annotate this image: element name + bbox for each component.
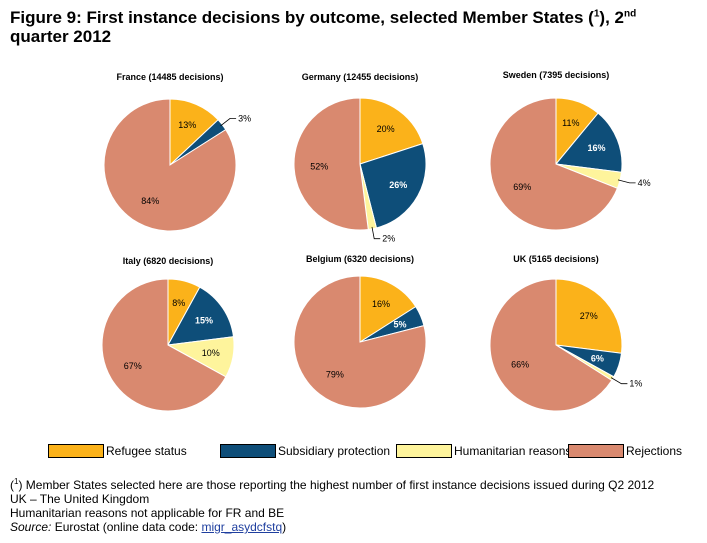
footnote-1-text: Member States selected here are those re… <box>22 478 655 492</box>
slice-rejections <box>101 278 227 412</box>
slice-label-rejections: 52% <box>310 162 328 172</box>
slice-label-rejections: 79% <box>326 369 344 379</box>
title-line2: quarter 2012 <box>10 27 112 46</box>
slice-refugee-status <box>555 278 623 354</box>
slice-label-refugee-status: 8% <box>172 298 185 308</box>
slice-rejections <box>293 97 369 231</box>
slice-refugee-status <box>359 97 424 165</box>
slice-label-rejections: 67% <box>124 361 142 371</box>
leader-line-subsidiary-protection <box>220 118 237 127</box>
slice-refugee-status <box>359 275 417 343</box>
footnote-1: (1) Member States selected here are thos… <box>10 477 655 492</box>
legend-swatch-refugee-status <box>48 444 104 458</box>
slice-label-subsidiary-protection: 5% <box>393 320 406 330</box>
slice-rejections <box>489 97 619 231</box>
leader-line-humanitarian-reasons <box>617 179 636 184</box>
legend-label-subsidiary-protection: Subsidiary protection <box>278 444 391 458</box>
slice-label-refugee-status: 13% <box>178 120 196 130</box>
slice-label-refugee-status: 16% <box>372 299 390 309</box>
title-text-mid: ), 2 <box>599 8 624 27</box>
title-text: Figure 9: First instance decisions by ou… <box>10 8 594 27</box>
footnote-humanitarian: Humanitarian reasons not applicable for … <box>10 506 285 520</box>
slice-subsidiary-protection <box>167 286 235 346</box>
slice-label-subsidiary-protection: 16% <box>587 143 605 153</box>
slice-rejections <box>293 275 427 409</box>
slice-label-refugee-status: 11% <box>562 118 579 128</box>
source-line: Source: Eurostat (online data code: migr… <box>10 520 654 534</box>
slice-label-humanitarian-reasons: 2% <box>382 234 395 244</box>
slice-subsidiary-protection <box>555 112 623 173</box>
source-end: ) <box>282 520 287 534</box>
title-footnote-mark: 1 <box>593 8 600 20</box>
slice-label-subsidiary-protection: 15% <box>195 316 213 326</box>
legend-label-humanitarian-reasons: Humanitarian reasons <box>454 444 572 458</box>
pie-italy: Italy (6820 decisions) 8% 15% 10% 67% <box>101 256 235 412</box>
pie-belgium: Belgium (6320 decisions) 16% 5% 79% <box>293 254 427 409</box>
leader-line-humanitarian-reasons <box>610 377 628 385</box>
pie-title: Sweden (7395 decisions) <box>503 70 610 80</box>
slice-label-subsidiary-protection: 3% <box>238 113 251 123</box>
slice-label-humanitarian-reasons: 1% <box>629 379 642 389</box>
legend-label-rejections: Rejections <box>626 444 683 458</box>
pie-title: UK (5165 decisions) <box>513 254 599 264</box>
slice-subsidiary-protection <box>359 142 427 229</box>
pie-title: Italy (6820 decisions) <box>123 256 214 266</box>
legend-swatch-subsidiary-protection <box>220 444 276 458</box>
source-label: Source: <box>10 520 52 534</box>
slice-rejections <box>489 278 613 412</box>
pie-uk: UK (5165 decisions) 27% 6% 1% 66% <box>489 254 642 412</box>
pie-title: Germany (12455 decisions) <box>302 72 419 82</box>
pie-sweden: Sweden (7395 decisions) 11% 16% 4% 69% <box>489 70 651 231</box>
leader-line-humanitarian-reasons <box>371 226 381 240</box>
legend-label-refugee-status: Refugee status <box>106 444 187 458</box>
source-data-code-link[interactable]: migr_asydcfstq <box>201 520 283 534</box>
slice-label-refugee-status: 27% <box>580 311 598 321</box>
legend-swatch-rejections <box>568 444 624 458</box>
slice-label-subsidiary-protection: 6% <box>591 354 604 364</box>
slice-label-rejections: 69% <box>513 182 531 192</box>
slice-label-humanitarian-reasons: 4% <box>638 178 651 188</box>
pie-germany: Germany (12455 decisions) 20% 26% 2% 52% <box>293 72 427 244</box>
source-text: Eurostat (online data code: <box>51 520 202 534</box>
pie-title: Belgium (6320 decisions) <box>306 254 414 264</box>
slice-label-refugee-status: 20% <box>377 124 395 134</box>
slice-label-rejections: 84% <box>141 196 159 206</box>
page-title: Figure 9: First instance decisions by ou… <box>10 8 690 46</box>
footnote-uk: UK – The United Kingdom <box>10 492 150 506</box>
slice-rejections <box>103 98 237 232</box>
slice-label-rejections: 66% <box>511 360 529 370</box>
slice-label-subsidiary-protection: 26% <box>389 180 407 190</box>
pie-title: France (14485 decisions) <box>116 72 223 82</box>
legend-swatch-humanitarian-reasons <box>396 444 452 458</box>
slice-label-humanitarian-reasons: 10% <box>202 348 220 358</box>
title-ordinal-suffix: nd <box>623 8 637 20</box>
pie-france: France (14485 decisions) 13% 3% 84% <box>103 72 251 232</box>
footnote-1-mark: 1 <box>14 477 19 486</box>
footnotes: (1) Member States selected here are thos… <box>10 475 654 534</box>
